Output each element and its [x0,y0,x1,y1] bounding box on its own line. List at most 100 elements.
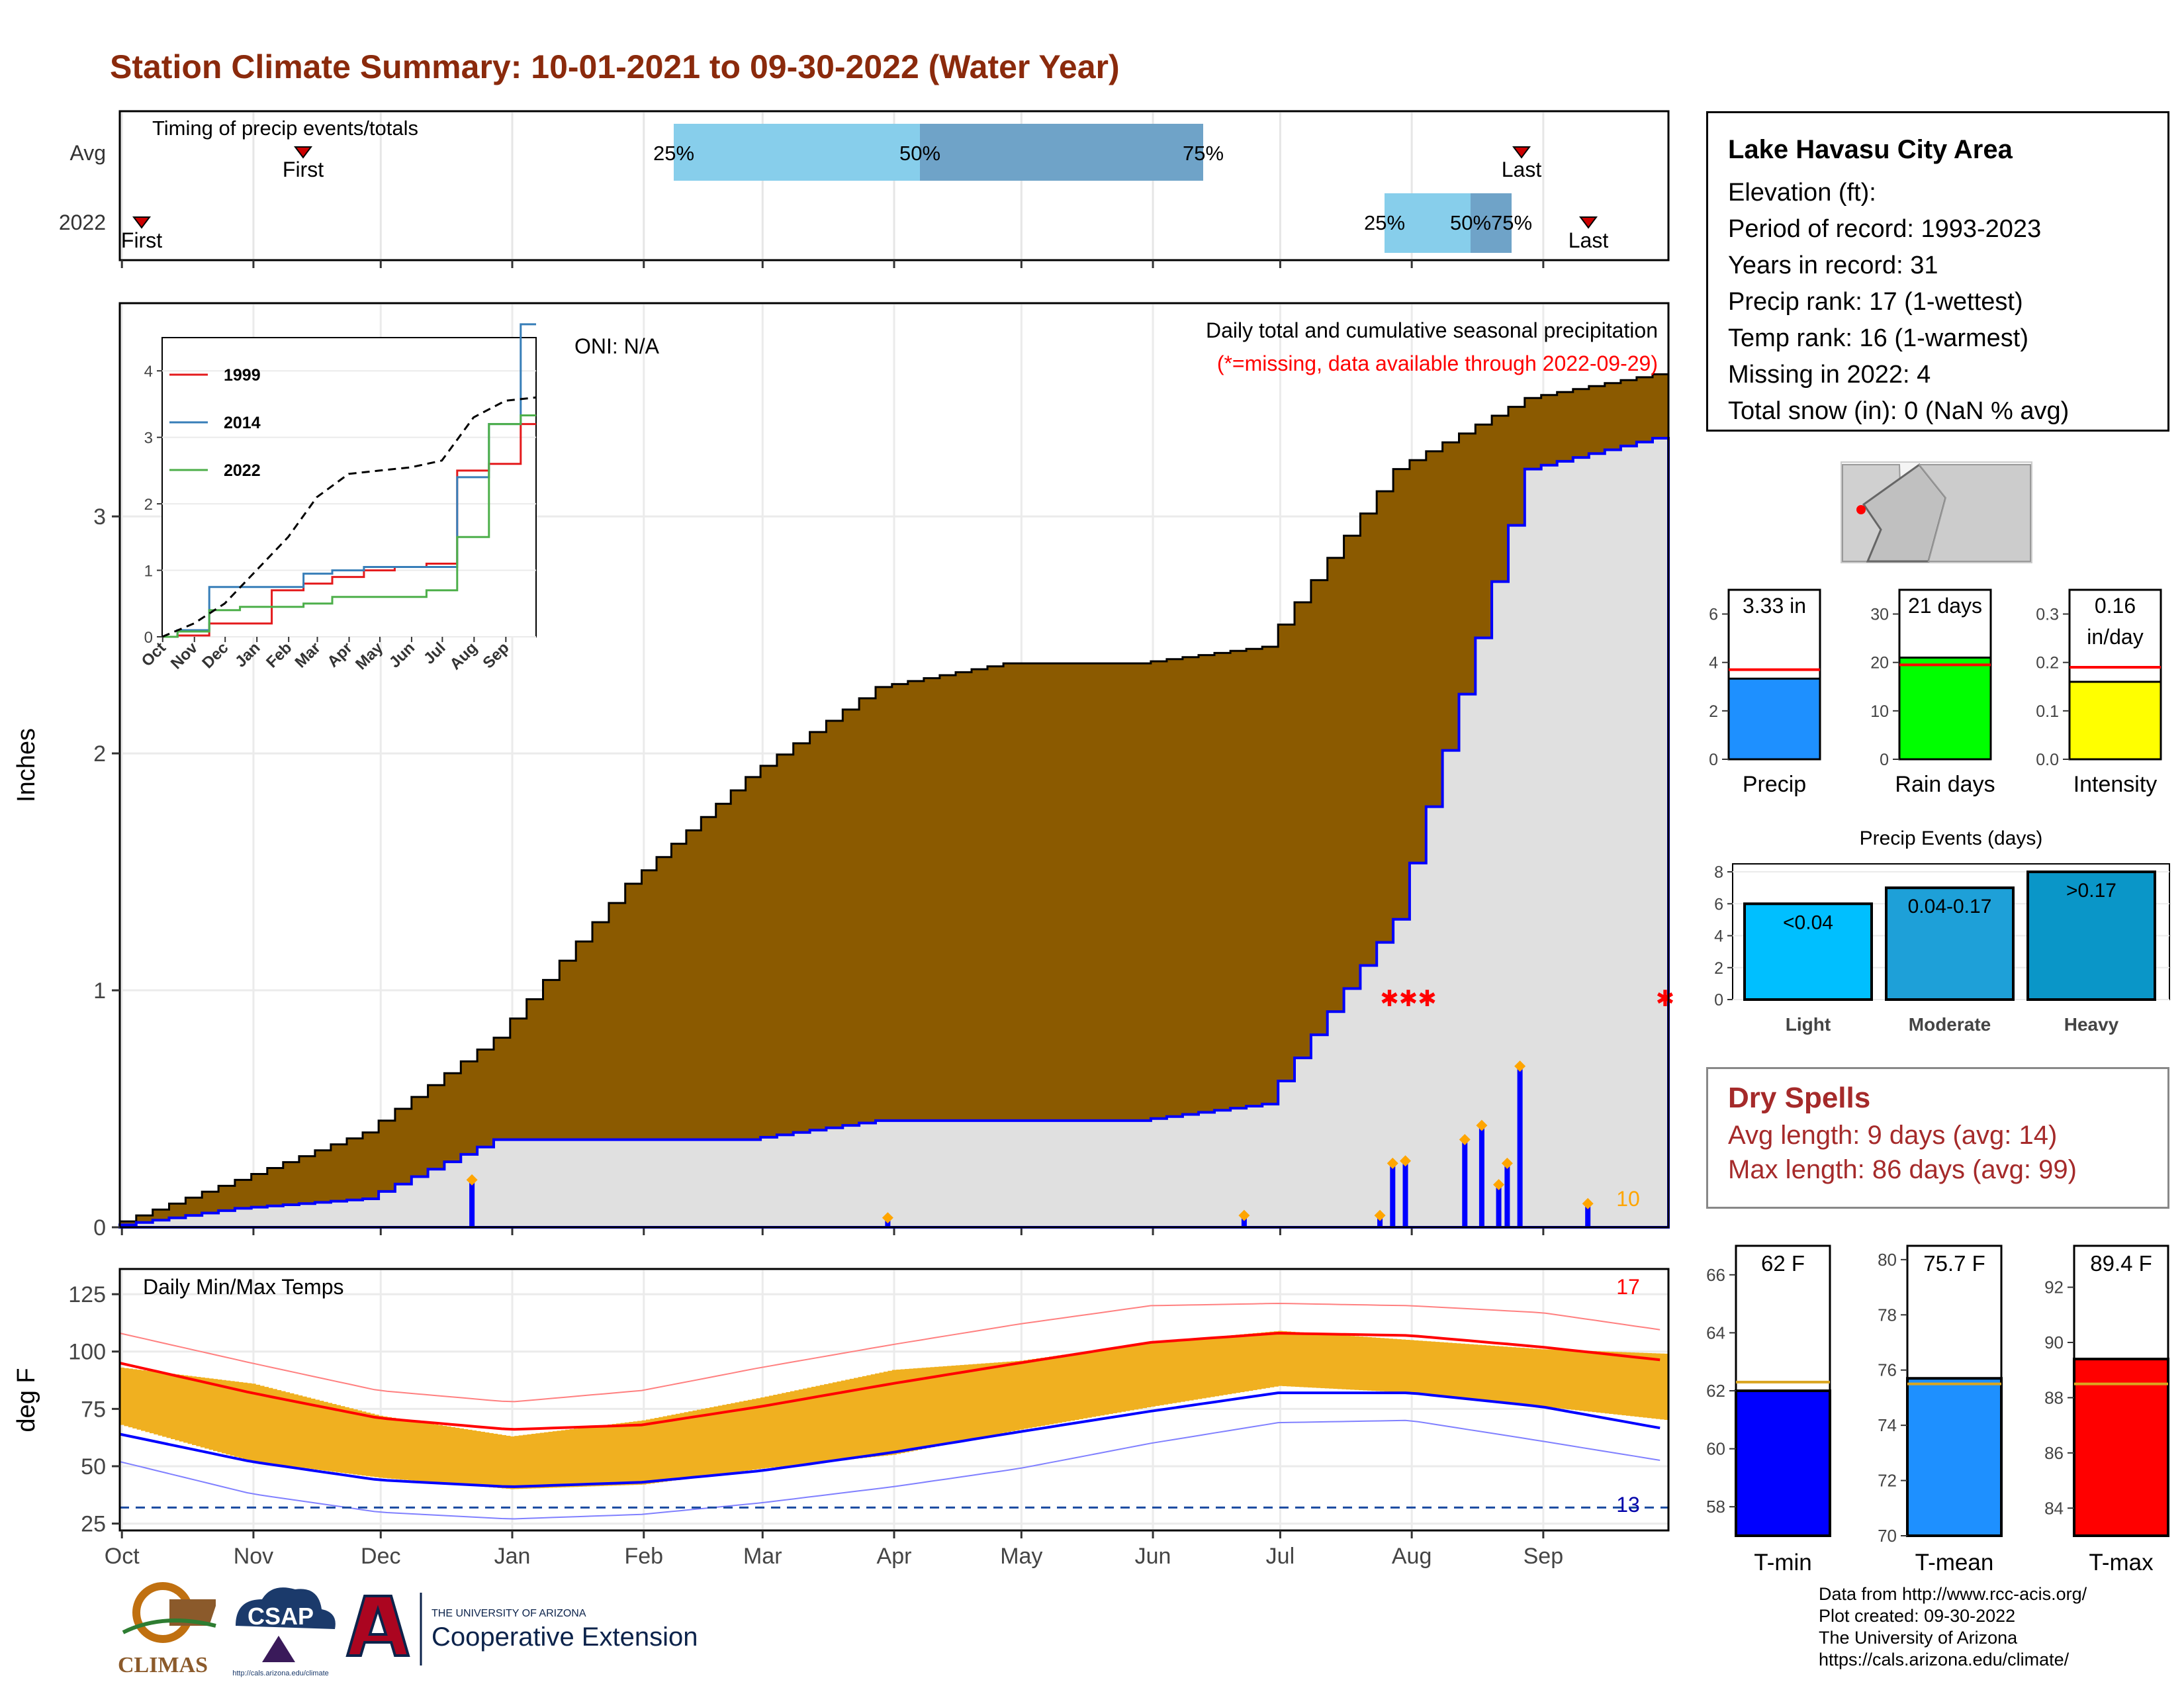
normal-max-line [119,1331,1661,1431]
daily-temp-bar [1180,1339,1185,1402]
daily-temp-bar [947,1366,952,1444]
summary-bar-tick: 0 [1709,751,1718,769]
daily-temp-bar [798,1389,803,1465]
temp-summary-tick: 78 [1878,1305,1897,1325]
daily-precip-marker [1374,1209,1386,1221]
inset-y-tick-label: 1 [144,563,153,581]
daily-temp-bar [1634,1352,1639,1417]
daily-temp-bar [493,1433,498,1488]
cumulative-average-area [118,373,1670,1229]
precip-events-tick: 4 [1714,927,1723,946]
daily-precip-bar [1479,1125,1484,1227]
month-tick-label: Feb [624,1544,663,1569]
daily-temp-bar [1574,1350,1580,1411]
daily-temp-bar [191,1376,197,1446]
daily-temp-bar [1545,1349,1551,1407]
daily-temp-bar [1342,1335,1347,1389]
daily-precip-marker [1493,1179,1505,1191]
month-tick-label: Jul [1266,1544,1295,1569]
month-tick-label: Jun [1135,1544,1171,1569]
y2022-q1-q2-bar [1385,193,1471,253]
daily-temp-bar [501,1434,506,1489]
temp-lines [119,1302,1668,1520]
daily-temp-bar [1588,1350,1593,1412]
daily-temp-bar [1197,1338,1203,1399]
daily-temp-bar [637,1421,643,1485]
credit-line: The University of Arizona [1819,1628,2018,1648]
daily-temp-bar [175,1374,180,1440]
daily-temp-bar [1375,1337,1381,1391]
daily-temp-bar [854,1378,859,1459]
daily-temp-bar [1371,1337,1377,1391]
temp-panel-label: Daily Min/Max Temps [143,1275,343,1299]
daily-precip-marker [1582,1197,1594,1209]
daily-temp-bar [1108,1348,1113,1415]
station-elevation: Elevation (ft): [1728,179,1876,207]
daily-temp-bar [1163,1341,1169,1405]
daily-temp-bar [1265,1332,1270,1388]
daily-temp-bar [1579,1350,1584,1411]
daily-temp-bar [1502,1346,1508,1403]
precip-y-tick-label: 2 [93,741,106,767]
daily-temp-bar [989,1362,995,1436]
daily-temp-bar [259,1385,265,1463]
month-tick-label: Dec [361,1544,400,1569]
daily-temp-bar [1104,1348,1109,1415]
daily-temp-bar [985,1363,990,1436]
daily-temp-bar [934,1366,939,1446]
avg-q25-label: 25% [653,142,694,165]
daily-temp-bar [654,1417,659,1483]
daily-temp-bar [1036,1358,1041,1427]
missing-marker: ✱✱✱ [1380,986,1436,1011]
daily-temp-bar [1236,1335,1241,1393]
month-tick-label: Nov [234,1544,273,1569]
daily-temp-bar [1630,1352,1635,1417]
daily-temp-bar [480,1431,485,1487]
daily-temp-bar [972,1364,978,1439]
temp-summary-bar [1906,1377,2003,1537]
temp-summary-bar [1735,1389,1831,1537]
daily-temp-bar [680,1413,685,1479]
daily-temp-bar [896,1369,901,1454]
daily-temp-bar [930,1367,935,1448]
daily-temp-bar [616,1423,621,1486]
daily-temp-bar [166,1373,171,1438]
summary-bar-tick: 0 [1880,751,1889,769]
summary-bar-tick: 0.2 [2036,654,2059,673]
daily-temp-bar [1324,1334,1330,1389]
daily-temp-bar [1333,1335,1338,1389]
daily-temp-bar [1049,1356,1054,1425]
daily-temp-bar [675,1413,680,1480]
daily-temp-bar [1227,1335,1232,1395]
daily-temp-bar [1447,1342,1453,1397]
daily-temp-bar [1486,1345,1491,1401]
daily-temp-bar [815,1385,821,1463]
daily-temp-bar [993,1362,999,1435]
daily-temp-bar [900,1369,905,1454]
precip-event-bar [2026,870,2156,1002]
daily-temp-bar [408,1420,413,1481]
daily-temp-bar [573,1429,578,1487]
inset-series-line [162,423,536,638]
daily-temp-bar [1367,1336,1372,1391]
daily-temp-bar [293,1394,298,1468]
daily-temp-bar [1287,1331,1292,1387]
y2022-q25-label: 25% [1364,211,1405,234]
daily-precip-bar [1241,1215,1247,1227]
daily-temp-bar [1125,1346,1130,1411]
daily-temp-bar [433,1424,439,1483]
daily-temp-bar [1150,1342,1156,1407]
daily-temp-bar [1244,1334,1249,1392]
daily-temp-bar [981,1363,986,1437]
daily-temp-bar [1414,1340,1419,1393]
daily-temp-bar [909,1368,914,1452]
month-tick-label: Mar [743,1544,782,1569]
dry-spells-box: Dry Spells Avg length: 9 days (avg: 14) … [1706,1067,2169,1209]
daily-temp-bar [170,1374,175,1440]
avg-q2-q3-bar [920,124,1203,181]
normal-min-line [119,1391,1661,1488]
daily-temp-bar [1019,1360,1024,1430]
daily-temp-bar [179,1374,184,1442]
daily-temp-bar [1044,1357,1050,1425]
summary-bar [1727,677,1821,761]
